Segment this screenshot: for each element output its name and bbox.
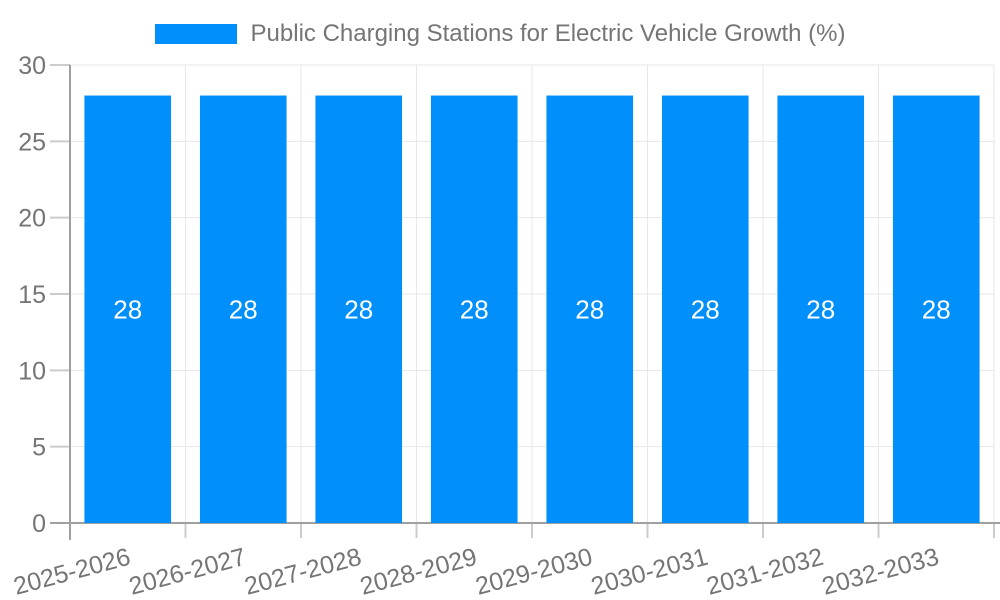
y-tick-label: 5 (32, 434, 46, 462)
bar (777, 95, 865, 524)
y-tick-label: 25 (18, 128, 46, 156)
y-tick-label: 0 (32, 510, 46, 538)
x-tick-label: 2032-2033 (819, 543, 942, 600)
x-tick-label: 2025-2026 (11, 543, 134, 600)
y-tick-label: 30 (18, 52, 46, 80)
bar-value-label: 28 (460, 294, 489, 324)
bar (84, 95, 172, 524)
bar-value-label: 28 (575, 294, 604, 324)
x-tick-label: 2027-2028 (242, 543, 365, 600)
bar (546, 95, 634, 524)
y-tick-label: 15 (18, 281, 46, 309)
bar (199, 95, 287, 524)
x-tick-label: 2030-2031 (588, 543, 711, 600)
bar-value-label: 28 (922, 294, 951, 324)
x-tick-label: 2028-2029 (357, 543, 480, 600)
bar (661, 95, 749, 524)
y-tick-label: 20 (18, 205, 46, 233)
bar-value-label: 28 (691, 294, 720, 324)
bar-value-label: 28 (113, 294, 142, 324)
bar-value-label: 28 (806, 294, 835, 324)
bar (892, 95, 980, 524)
bar (315, 95, 403, 524)
x-tick-label: 2029-2030 (473, 543, 596, 600)
y-tick-label: 10 (18, 357, 46, 385)
bar-value-label: 28 (344, 294, 373, 324)
bar (430, 95, 518, 524)
bar-value-label: 28 (229, 294, 258, 324)
x-tick-label: 2031-2032 (704, 543, 827, 600)
x-tick-label: 2026-2027 (126, 543, 249, 600)
